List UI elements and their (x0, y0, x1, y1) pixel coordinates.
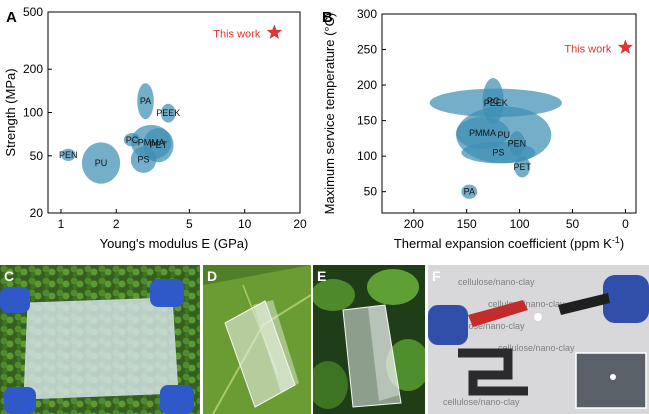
x-axis-label: Young's modulus E (GPa) (100, 236, 249, 251)
x-axis-label: Thermal expansion coefficient (ppm K-1) (394, 235, 624, 251)
photo-f-text-3: cellulose/nano-clay (448, 321, 525, 331)
y-tick-label: 250 (357, 43, 377, 57)
y-tick-label: 50 (364, 185, 378, 199)
region-label-pu: PU (497, 130, 510, 140)
plot-frame (381, 13, 637, 214)
photo-f-text-4: cellulose/nano-clay (498, 343, 575, 353)
x-tick-label: 200 (404, 217, 424, 231)
this-work-star (617, 39, 633, 54)
y-tick-label: 200 (357, 78, 377, 92)
glove-bottom-right (160, 385, 194, 414)
region-label-pmma: PMMA (138, 137, 165, 147)
region-label-pu: PU (95, 158, 108, 168)
region-label-pet: PET (513, 162, 531, 172)
y-tick-label: 500 (23, 5, 43, 19)
photo-f: F cellulose/nano-clay cellulose/nano-cla… (428, 265, 649, 414)
y-tick-label: 300 (357, 7, 377, 21)
x-tick-label: 50 (566, 217, 580, 231)
photo-c: C (0, 265, 200, 414)
region-label-pen: PEN (59, 150, 78, 160)
photo-d: D (203, 265, 311, 414)
region-label-ps: PS (492, 148, 504, 158)
region-label-pc: PC (126, 135, 139, 145)
photo-d-label: D (207, 268, 218, 284)
photo-f-text-5: cellulose/nano-clay (443, 397, 520, 407)
panel-label-A: A (6, 9, 17, 26)
region-ps (461, 141, 536, 164)
x-tick-label: 2 (113, 217, 120, 231)
x-tick-label: 150 (457, 217, 477, 231)
panel-label-B: B (322, 9, 333, 26)
region-label-peek: PEEK (484, 98, 508, 108)
x-tick-label: 10 (238, 217, 252, 231)
x-tick-label: 100 (510, 217, 530, 231)
photo-e: E (313, 265, 425, 414)
region-pet (514, 156, 531, 178)
y-tick-label: 50 (30, 149, 44, 163)
this-work-label: This work (564, 43, 612, 55)
region-label-peek: PEEK (156, 108, 180, 118)
photo-c-image (0, 265, 200, 414)
glove-top-right (150, 279, 184, 307)
region-pa (461, 184, 478, 199)
region-pu (81, 142, 121, 184)
region-label-pmma: PMMA (469, 128, 496, 138)
photo-f-image: cellulose/nano-clay cellulose/nano-clay … (428, 265, 649, 414)
region-label-pc: PC (487, 96, 500, 106)
y-axis-label: Maximum service temperature (°C) (322, 13, 337, 215)
this-work-label: This work (213, 29, 261, 41)
region-peek (160, 103, 176, 123)
x-tick-label: 1 (58, 217, 65, 231)
x-tick-label: 20 (293, 217, 307, 231)
chart-a: A PEN PU PA PC PMMA PEEK PET PS 1 2 5 10 20 20 50 100 200… (0, 0, 320, 262)
x-axis-label-sup: -1 (612, 235, 620, 245)
x-tick-label: 5 (186, 217, 193, 231)
glove-top-left (0, 287, 30, 313)
photo-e-image (313, 265, 425, 414)
region-pen (60, 148, 76, 161)
region-label-ps: PS (138, 155, 150, 165)
y-tick-label: 100 (357, 149, 377, 163)
y-tick-label: 20 (30, 206, 44, 220)
region-pa (137, 83, 154, 120)
photo-f-text-2: cellulose/nano-clay (488, 299, 565, 309)
y-axis-label: Strength (MPa) (3, 68, 18, 156)
region-pmma (456, 117, 509, 150)
y-tick-label: 150 (357, 114, 377, 128)
region-ps (130, 146, 157, 173)
y-tick-label: 200 (23, 62, 43, 76)
photo-f-text-1: cellulose/nano-clay (458, 277, 535, 287)
y-tick-label: 100 (23, 106, 43, 120)
region-label-pet: PET (150, 140, 168, 150)
chart-b: B PEEK PC PU PMMA PEN PS PET PA 200 150 100 50 0 50 100… (316, 0, 649, 262)
photo-e-label: E (317, 268, 327, 284)
region-label-pa: PA (140, 96, 151, 106)
x-axis-label-close: ) (620, 236, 624, 251)
region-label-pen: PEN (508, 139, 527, 149)
this-work-star (266, 24, 282, 39)
photo-f-label: F (432, 268, 441, 284)
x-tick-label: 0 (622, 217, 629, 231)
photo-c-label: C (4, 268, 15, 284)
photo-d-image (203, 265, 311, 414)
region-label-pa: PA (464, 187, 475, 197)
glove-bottom-left (4, 387, 36, 414)
